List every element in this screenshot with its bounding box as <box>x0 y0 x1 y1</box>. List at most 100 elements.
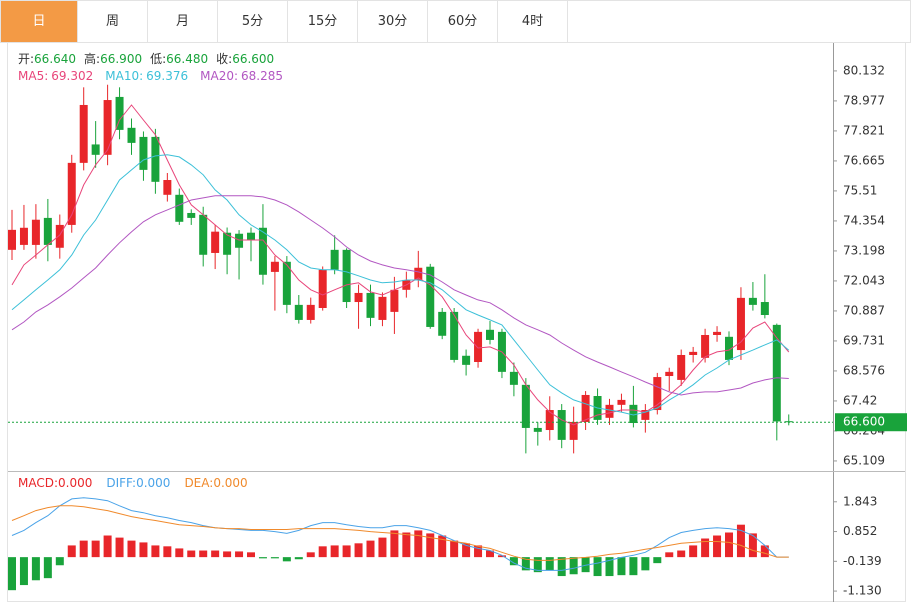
candle-body <box>390 289 399 312</box>
macd-bar <box>462 543 471 558</box>
ohlc-value: 66.640 <box>34 52 76 66</box>
macd-bar <box>557 557 566 577</box>
candle-body <box>569 421 578 440</box>
candle-body <box>748 297 757 305</box>
legend-value: 0.000 <box>136 476 170 490</box>
candle-body <box>725 336 733 360</box>
y-tick-label: 65.109 <box>843 453 885 467</box>
macd-bar <box>354 543 363 558</box>
macd-bar <box>199 550 208 558</box>
macd-bar <box>725 532 733 558</box>
macd-bar <box>736 524 745 558</box>
candle-body <box>378 296 387 320</box>
candle-body <box>784 421 793 423</box>
candle-body <box>354 292 363 303</box>
macd-bar <box>402 532 411 558</box>
ohlc-label: 低: <box>150 52 166 66</box>
macd-bar <box>438 535 447 558</box>
ohlc-label: 收: <box>216 52 232 66</box>
macd-bar <box>641 557 650 571</box>
candle-body <box>342 249 351 303</box>
ohlc-value: 66.900 <box>100 52 142 66</box>
candle-body <box>282 261 291 305</box>
candle-body <box>79 104 88 163</box>
candle-body <box>450 311 459 360</box>
macd-bar <box>593 557 602 577</box>
candle-body <box>247 232 255 240</box>
last-price-label: 66.600 <box>843 415 885 429</box>
tab[interactable]: 周 <box>78 1 148 42</box>
ma-line <box>11 154 790 416</box>
legend-name: DEA: <box>184 476 213 490</box>
tab[interactable]: 4时 <box>498 1 568 42</box>
candle-body <box>677 354 686 380</box>
macd-bar <box>31 557 40 581</box>
candle-body <box>306 304 315 320</box>
candle-body <box>772 324 781 422</box>
y-tick-label: -0.139 <box>843 554 882 568</box>
macd-bar <box>533 557 542 573</box>
tab[interactable]: 日 <box>1 1 78 42</box>
macd-bar <box>139 542 148 558</box>
candle-body <box>521 384 530 428</box>
candle-body <box>55 224 64 248</box>
macd-bar <box>91 540 100 558</box>
legend-name: MA5: <box>18 69 48 83</box>
y-tick-label: 72.043 <box>843 273 885 287</box>
candle-body <box>366 292 375 318</box>
macd-bar <box>569 557 578 575</box>
candle-body <box>318 269 327 308</box>
chart-frame <box>7 42 906 602</box>
legend-value: 69.376 <box>146 69 188 83</box>
legend-name: MA10: <box>105 69 143 83</box>
tab[interactable]: 月 <box>148 1 218 42</box>
candle-body <box>31 219 40 245</box>
macd-bar <box>306 552 315 558</box>
macd-bar <box>270 557 279 559</box>
macd-bar <box>629 557 638 576</box>
ma-line <box>11 195 789 396</box>
macd-bar <box>43 557 52 579</box>
candle-body <box>270 261 279 272</box>
candle-body <box>617 399 626 405</box>
legend-name: MA20: <box>200 69 238 83</box>
last-price-box <box>835 413 907 432</box>
macd-bar <box>103 535 112 558</box>
candle-body <box>509 371 518 385</box>
macd-bar <box>187 550 196 558</box>
candle-body <box>294 304 303 320</box>
macd-bar <box>223 551 232 558</box>
y-tick-label: 77.821 <box>843 123 885 137</box>
tab[interactable]: 5分 <box>218 1 288 42</box>
macd-bar <box>67 545 76 558</box>
macd-bar <box>211 550 220 558</box>
candle-body <box>223 232 232 255</box>
candle-body <box>641 410 650 420</box>
macd-bar <box>79 540 88 558</box>
macd-bar <box>426 533 435 558</box>
candle-body <box>235 233 244 248</box>
candle-body <box>211 231 220 253</box>
macd-bar <box>235 551 244 558</box>
candle-body <box>199 214 208 255</box>
macd-bar <box>342 545 351 558</box>
y-tick-label: 70.887 <box>843 303 885 317</box>
macd-bar <box>474 545 483 558</box>
legend-name: MACD: <box>18 476 58 490</box>
candle-body <box>151 136 160 182</box>
candle-body <box>187 212 196 218</box>
candle-body <box>8 229 16 250</box>
macd-bar <box>390 530 399 558</box>
tab[interactable]: 15分 <box>288 1 358 42</box>
candle-body <box>474 331 483 362</box>
macd-line <box>11 505 789 561</box>
tab[interactable]: 60分 <box>428 1 498 42</box>
candle-body <box>43 217 52 245</box>
macd-bar <box>175 548 184 558</box>
y-tick-label: 78.977 <box>843 93 885 107</box>
macd-bar <box>581 557 590 573</box>
candle-body <box>91 144 100 155</box>
candle-body <box>258 227 267 275</box>
tab[interactable]: 30分 <box>358 1 428 42</box>
